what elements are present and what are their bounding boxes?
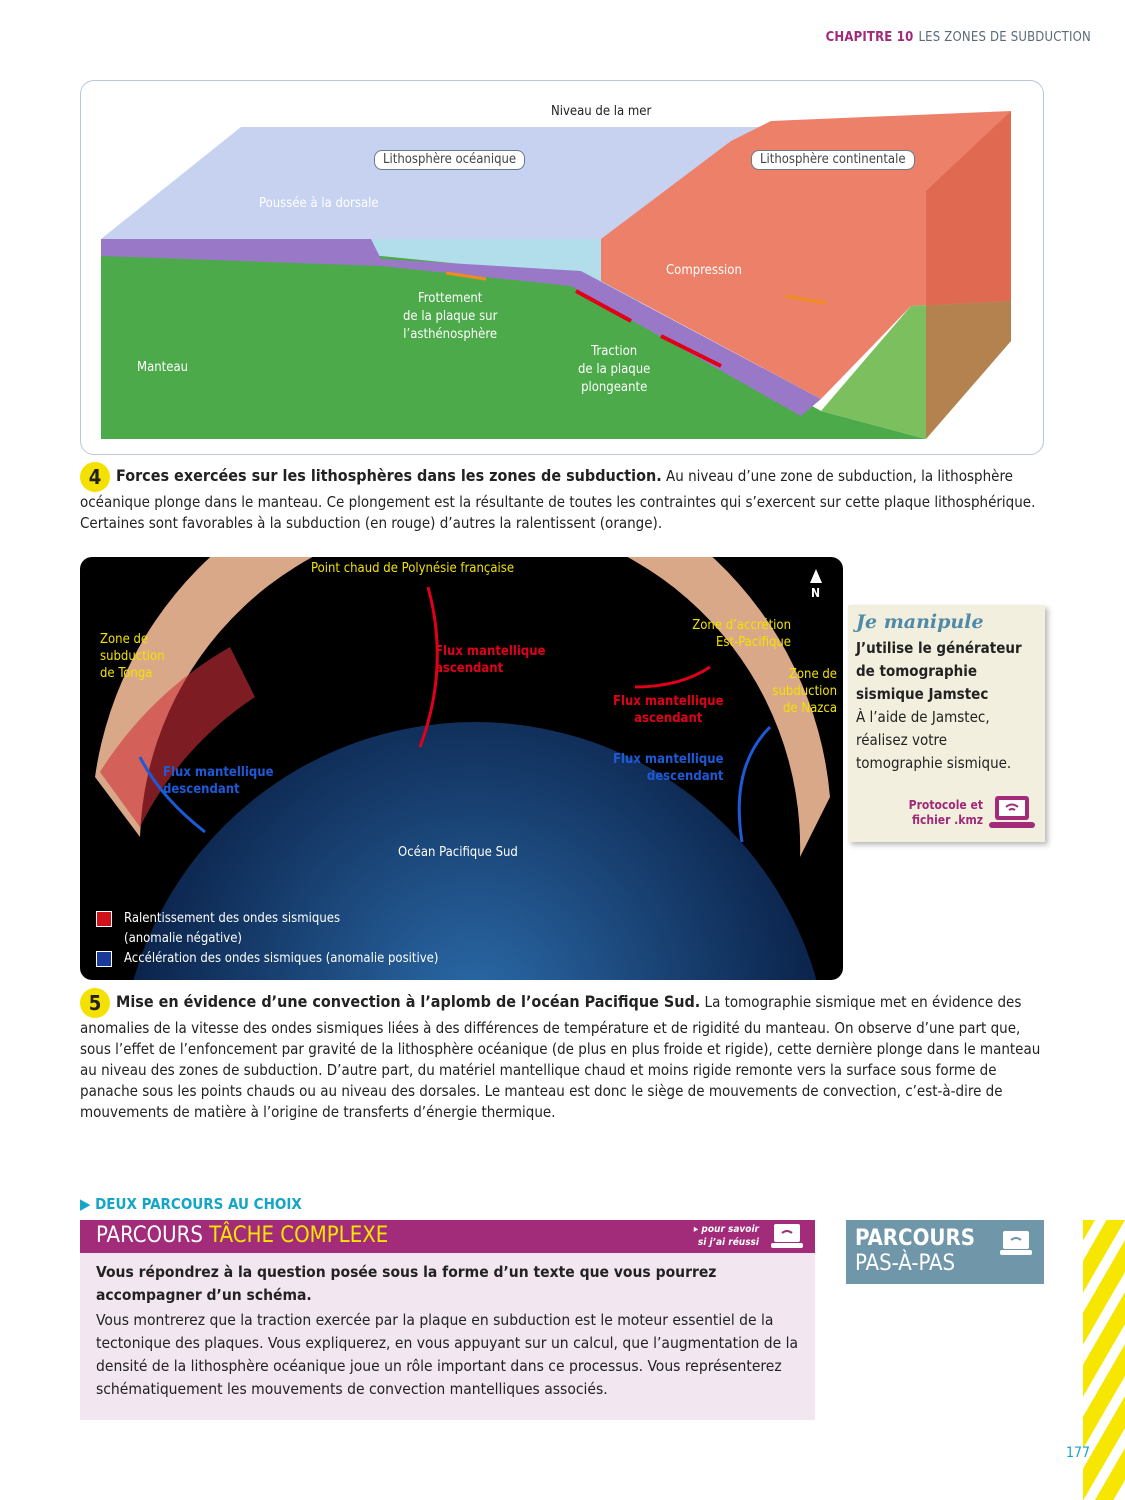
je-manipule-box: Je manipule J’utilise le générateur de t… xyxy=(848,605,1045,842)
laptop-wifi-icon[interactable] xyxy=(1000,1230,1032,1256)
protocol-link[interactable]: Protocole et fichier .kmz xyxy=(908,798,983,827)
legend-swatch-blue xyxy=(96,951,112,967)
label-oceanic-lithosphere: Lithosphère océanique xyxy=(374,150,526,170)
manipule-title: Je manipule xyxy=(856,611,984,633)
task-question: Vous répondrez à la question posée sous … xyxy=(96,1263,717,1304)
caption-title: Mise en évidence d’une convection à l’ap… xyxy=(116,992,701,1011)
traction-arrow-2 xyxy=(660,334,722,368)
manipule-task: J’utilise le générateur de tomographie s… xyxy=(856,639,1022,703)
label-continental-lithosphere: Lithosphère continentale xyxy=(751,150,915,170)
label-traction: Traction de la plaque plongeante xyxy=(578,344,651,395)
subduction-diagram: Niveau de la mer Lithosphère océanique L… xyxy=(80,80,1044,455)
figure-number-badge: 5 xyxy=(80,988,110,1018)
parcours-label: PARCOURS xyxy=(96,1223,203,1248)
manipule-text: À l’aide de Jamstec, réalisez votre tomo… xyxy=(856,708,1012,772)
label-tonga: Zone de subduction de Tonga xyxy=(100,632,165,681)
figure-number-badge: 4 xyxy=(80,462,110,492)
label-mantle: Manteau xyxy=(137,360,189,375)
friction-arrow xyxy=(445,271,487,281)
task-instructions: Vous montrerez que la traction exercée p… xyxy=(96,1311,799,1398)
downwelling-arrow xyxy=(138,756,206,834)
laptop-wifi-icon[interactable] xyxy=(989,794,1035,830)
figure-4-caption: 4 Forces exercées sur les lithosphères da… xyxy=(80,462,1045,534)
complex-task-body: Vous répondrez à la question posée sous … xyxy=(80,1253,815,1420)
label-friction: Frottement de la plaque sur l’asthénosph… xyxy=(403,291,498,342)
block-diagram-illustration xyxy=(101,111,1011,439)
upwelling-arrow xyxy=(418,586,439,748)
legend-label: Ralentissement des ondes sismiques (anom… xyxy=(124,911,341,946)
legend-label: Accélération des ondes sismiques (anomal… xyxy=(124,951,439,966)
parcours-label: PARCOURS xyxy=(855,1226,975,1251)
label-pacific-ocean: Océan Pacifique Sud xyxy=(398,845,518,860)
ocean-surface xyxy=(101,127,781,239)
step-by-step-button[interactable]: PARCOURS PAS-À-PAS xyxy=(846,1220,1044,1284)
label-downwelling-1: Flux mantellique descendant xyxy=(163,765,274,797)
earth-globe xyxy=(133,722,817,980)
chapter-number: CHAPITRE 10 xyxy=(825,30,914,45)
tomography-illustration xyxy=(95,557,830,980)
label-upwelling-1: Flux mantellique ascendant xyxy=(435,644,546,676)
label-upwelling-2: Flux mantellique ascendant xyxy=(613,694,724,726)
legend-swatch-red xyxy=(96,911,112,927)
label-sea-level: Niveau de la mer xyxy=(551,104,652,119)
mantle xyxy=(101,251,926,439)
label-accretion: Zone d’accrétion Est-Pacifique xyxy=(692,618,791,650)
label-hotspot: Point chaud de Polynésie française xyxy=(311,561,515,576)
step-by-step-label: PAS-À-PAS xyxy=(855,1251,956,1276)
downwelling-arrow-2 xyxy=(737,725,772,843)
complex-task-header[interactable]: PARCOURS TÂCHE COMPLEXE ▸ pour savoir si… xyxy=(80,1220,815,1253)
success-check-link[interactable]: ▸ pour savoir si j’ai réussi xyxy=(693,1224,759,1248)
label-compression: Compression xyxy=(666,263,742,278)
play-triangle-icon: ▶ xyxy=(80,1195,96,1213)
friction-arrow-2 xyxy=(785,294,827,305)
caption-text: La tomographie sismique met en évidence … xyxy=(80,993,1041,1121)
section-label: DEUX PARCOURS AU CHOIX xyxy=(95,1195,302,1213)
north-arrow-icon xyxy=(810,569,822,583)
upwelling-arrow-2 xyxy=(634,665,711,689)
continental-block xyxy=(601,111,1011,399)
laptop-wifi-icon[interactable] xyxy=(771,1223,803,1249)
complex-task-label: TÂCHE COMPLEXE xyxy=(209,1223,389,1248)
label-downwelling-2: Flux mantellique descendant xyxy=(613,752,724,784)
legend: Ralentissement des ondes sismiques (anom… xyxy=(96,909,438,969)
caption-text: Au niveau d’une zone de subduction, la l… xyxy=(80,467,1036,532)
chapter-title: LES ZONES DE SUBDUCTION xyxy=(918,30,1091,45)
north-label: N xyxy=(811,586,821,600)
seismic-tomography-figure: Point chaud de Polynésie française N Zon… xyxy=(80,557,843,980)
section-title: ▶ DEUX PARCOURS AU CHOIX xyxy=(80,1195,302,1213)
page-number: 177 xyxy=(1066,1445,1091,1461)
caption-title: Forces exercées sur les lithosphères dan… xyxy=(116,466,662,485)
legend-item-positive: Accélération des ondes sismiques (anomal… xyxy=(96,949,438,969)
legend-item-negative: Ralentissement des ondes sismiques (anom… xyxy=(96,909,438,949)
label-nazca: Zone de subduction de Nazca xyxy=(772,667,837,716)
chapter-header: CHAPITRE 10 LES ZONES DE SUBDUCTION xyxy=(826,30,1091,45)
traction-arrow-1 xyxy=(575,289,632,323)
label-ridge-push: Poussée à la dorsale xyxy=(259,196,379,211)
figure-5-caption: 5 Mise en évidence d’une convection à l’a… xyxy=(80,988,1045,1123)
decorative-stripes xyxy=(1083,1220,1125,1500)
